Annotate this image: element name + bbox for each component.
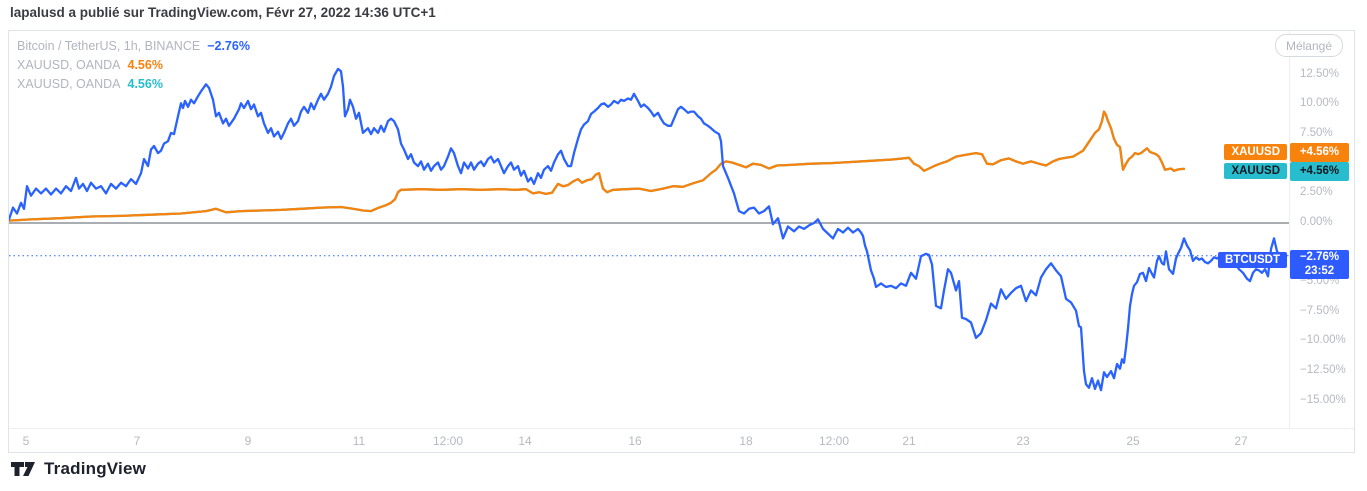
x-axis-tick-label: 7 <box>133 434 141 448</box>
x-axis-tick-label: 23 <box>1016 434 1030 448</box>
chart-plot-area[interactable]: Bitcoin / TetherUS, 1h, BINANCE −2.76% X… <box>9 31 1289 428</box>
chart-widget: Bitcoin / TetherUS, 1h, BINANCE −2.76% X… <box>8 30 1355 453</box>
axis-price-badge-xauusd: +4.56% <box>1290 142 1349 162</box>
chart-legend: Bitcoin / TetherUS, 1h, BINANCE −2.76% X… <box>17 36 250 93</box>
y-axis-tick-label: −15.00% <box>1300 393 1346 406</box>
price-tag-btcusdt: BTCUSDT <box>1218 252 1287 268</box>
x-axis-tick-label: 25 <box>1126 434 1140 448</box>
x-axis-tick-label: 21 <box>902 434 916 448</box>
y-axis-tick-label: 10.00% <box>1300 97 1340 110</box>
chart-canvas[interactable] <box>9 31 1289 428</box>
y-axis-tick-label: 2.50% <box>1300 186 1333 199</box>
price-tag-xauusd: XAUUSD <box>1224 163 1287 179</box>
x-axis-tick-label: 11 <box>352 434 366 448</box>
y-axis-tick-label: 12.50% <box>1300 67 1340 80</box>
page-title: lapalusd a publié sur TradingView.com, F… <box>10 5 436 20</box>
legend-item-xauusd-2[interactable]: XAUUSD, OANDA 4.56% <box>17 74 250 93</box>
x-axis-tick-label: 18 <box>739 434 753 448</box>
blend-mode-button[interactable]: Mélangé <box>1274 34 1343 57</box>
bar-countdown: 23:52 <box>1304 264 1335 277</box>
axis-price-badge-xauusd: +4.56% <box>1290 161 1349 181</box>
brand-name[interactable]: TradingView <box>44 459 147 478</box>
x-axis-tick-label: 27 <box>1234 434 1248 448</box>
y-axis-tick-label: −12.50% <box>1300 364 1346 377</box>
legend-item-btcusdt[interactable]: Bitcoin / TetherUS, 1h, BINANCE −2.76% <box>17 36 250 55</box>
xauusd-duplicate-line[interactable] <box>9 110 1186 222</box>
xauusd-series-line[interactable] <box>9 110 1186 222</box>
legend-change-value: 4.56% <box>127 76 163 91</box>
tradingview-logo-icon[interactable] <box>10 459 36 479</box>
x-axis-tick-label: 16 <box>628 434 642 448</box>
x-axis-tick-label: 9 <box>244 434 252 448</box>
y-axis-tick-label: −7.50% <box>1300 304 1340 317</box>
legend-item-xauusd-1[interactable]: XAUUSD, OANDA 4.56% <box>17 55 250 74</box>
legend-symbol-label: XAUUSD, OANDA <box>17 57 121 72</box>
x-axis-tick-label: 14 <box>518 434 532 448</box>
y-axis-tick-label: 7.50% <box>1300 127 1333 140</box>
legend-symbol-label: Bitcoin / TetherUS, 1h, BINANCE <box>17 38 201 53</box>
footer: TradingView <box>10 459 146 479</box>
axis-price-badge-btcusdt: −2.76% 23:52 <box>1290 249 1349 279</box>
legend-change-value: 4.56% <box>127 57 163 72</box>
legend-change-value: −2.76% <box>207 38 250 53</box>
x-axis-tick-label: 12:00 <box>818 434 850 448</box>
legend-symbol-label: XAUUSD, OANDA <box>17 76 121 91</box>
x-axis-tick-label: 12:00 <box>432 434 464 448</box>
y-axis[interactable]: 12.50% 10.00% 7.50% 2.50% 0.00% −5.00% −7.50% −… <box>1289 31 1356 428</box>
price-tag-xauusd: XAUUSD <box>1224 144 1287 160</box>
btc-series-line[interactable] <box>9 67 1284 392</box>
x-axis-tick-label: 5 <box>22 434 30 448</box>
y-axis-tick-label: −10.00% <box>1300 334 1346 347</box>
x-axis[interactable]: 5 7 9 11 12:00 14 16 18 12:00 21 23 25 27 <box>9 428 1354 453</box>
price-change-value: −2.76% <box>1299 250 1340 263</box>
y-axis-tick-label: 0.00% <box>1300 215 1333 228</box>
